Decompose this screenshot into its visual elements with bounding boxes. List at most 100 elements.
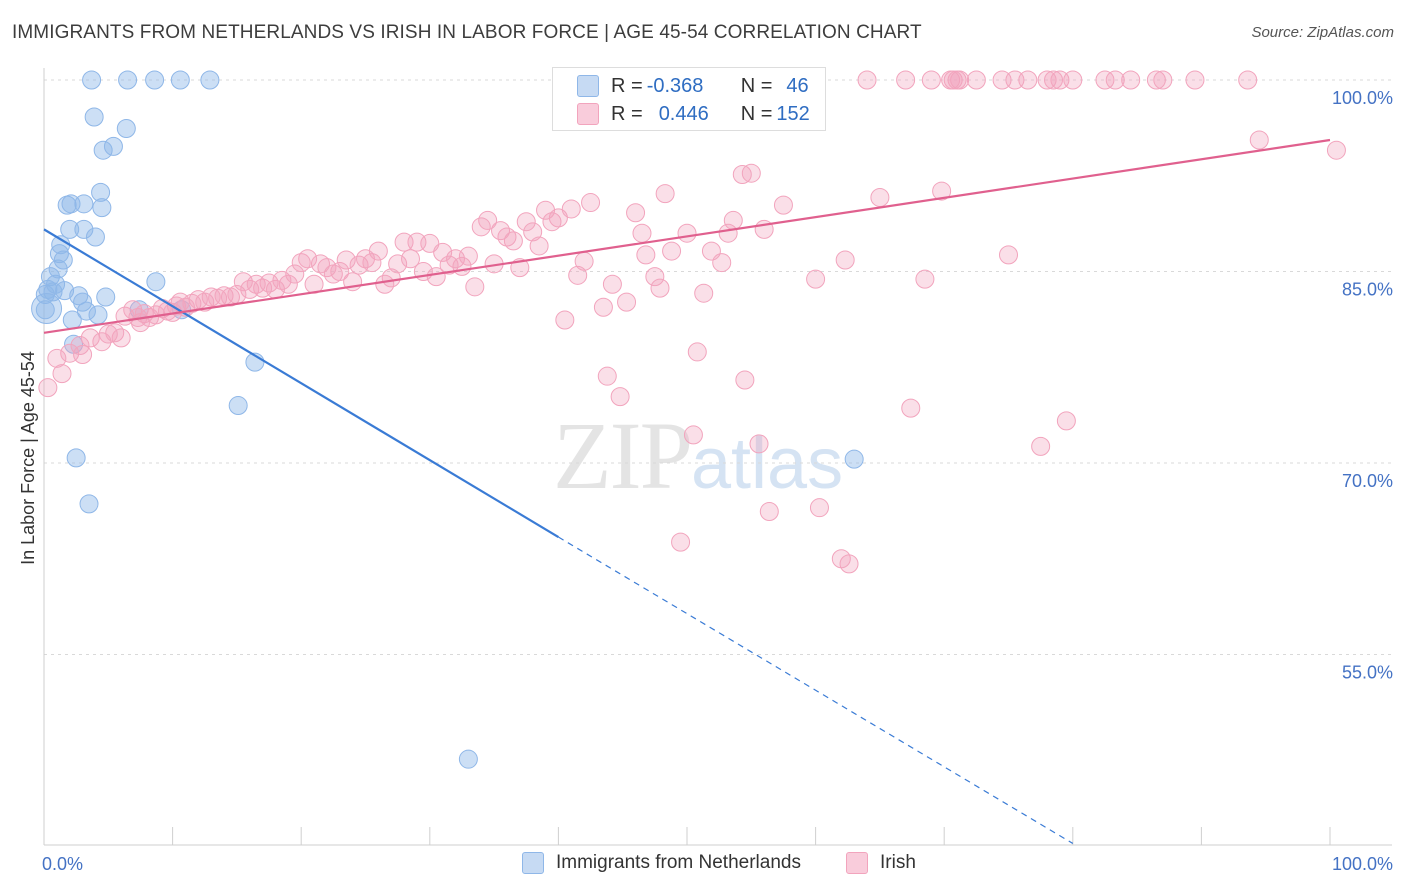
- legend-n-value: 152: [776, 102, 810, 125]
- irish-point: [561, 199, 581, 219]
- irish-point: [80, 328, 100, 348]
- legend-r-value: -0.368: [646, 74, 704, 97]
- irish-point: [195, 292, 215, 312]
- irish-point: [683, 425, 703, 445]
- irish-point: [870, 187, 890, 207]
- irish-point: [1031, 436, 1051, 456]
- irish-point: [655, 184, 675, 204]
- irish-point: [626, 203, 646, 223]
- irish-point: [915, 269, 935, 289]
- y-axis-title: In Labor Force | Age 45-54: [18, 351, 38, 565]
- irish-point: [662, 241, 682, 261]
- irish-point: [712, 253, 732, 273]
- irish-point: [896, 70, 916, 90]
- legend-row-irish: R = 0.446 N = 152: [577, 101, 810, 127]
- irish-point: [806, 269, 826, 289]
- irish-point: [368, 241, 388, 261]
- netherlands-point: [74, 219, 94, 239]
- watermark-atlas: atlas: [691, 424, 844, 504]
- irish-point: [1063, 70, 1083, 90]
- y-tick-label: 55.0%: [1342, 663, 1393, 683]
- netherlands-point: [53, 250, 73, 270]
- netherlands-point: [103, 136, 123, 156]
- irish-point: [111, 328, 131, 348]
- netherlands-point: [85, 227, 105, 247]
- netherlands-point: [84, 107, 104, 127]
- netherlands-point: [116, 119, 136, 139]
- irish-point: [362, 253, 382, 273]
- netherlands-trend-line: [43, 228, 559, 538]
- x-tick-label: 0.0%: [42, 854, 83, 874]
- netherlands-point: [92, 198, 112, 218]
- irish-trend-line: [43, 138, 1331, 334]
- irish-point: [632, 223, 652, 243]
- irish-point: [1095, 70, 1115, 90]
- netherlands-point: [88, 305, 108, 325]
- chart-title: IMMIGRANTS FROM NETHERLANDS VS IRISH IN …: [12, 22, 922, 43]
- irish-point: [458, 246, 478, 266]
- irish-point: [581, 193, 601, 213]
- irish-point: [650, 278, 670, 298]
- irish-point: [773, 195, 793, 215]
- irish-point: [617, 292, 637, 312]
- netherlands-trend-extension: [558, 536, 1074, 844]
- legend-n-value: 46: [786, 74, 809, 97]
- series-netherlands-points: [31, 70, 864, 769]
- irish-point: [1238, 70, 1258, 90]
- legend-label-netherlands: Immigrants from Netherlands: [556, 852, 801, 873]
- legend-row-netherlands: R = -0.368 N = 46: [577, 73, 809, 99]
- y-tick-label: 100.0%: [1332, 88, 1393, 108]
- irish-point: [749, 434, 769, 454]
- legend-swatch-irish: [846, 852, 868, 874]
- irish-point: [1249, 130, 1269, 150]
- netherlands-point: [228, 396, 248, 416]
- irish-point: [426, 267, 446, 287]
- netherlands-point: [96, 287, 116, 307]
- irish-point: [529, 236, 549, 256]
- gridlines: [44, 79, 1392, 655]
- netherlands-point: [35, 284, 55, 304]
- irish-point: [465, 277, 485, 297]
- irish-point: [52, 364, 72, 384]
- irish-point: [1185, 70, 1205, 90]
- irish-point: [735, 370, 755, 390]
- series-irish-points: [38, 70, 1346, 574]
- legend-item-irish[interactable]: Irish: [846, 852, 916, 874]
- irish-point: [298, 249, 318, 269]
- irish-point: [602, 274, 622, 294]
- irish-point: [835, 250, 855, 270]
- irish-point: [966, 70, 986, 90]
- netherlands-point: [60, 219, 80, 239]
- irish-point: [388, 254, 408, 274]
- y-tick-label: 70.0%: [1342, 471, 1393, 491]
- netherlands-point: [66, 448, 86, 468]
- netherlands-point: [458, 749, 478, 769]
- irish-point: [687, 342, 707, 362]
- irish-point: [1105, 70, 1125, 90]
- legend-n-label: N =: [740, 74, 773, 97]
- irish-point: [593, 297, 613, 317]
- irish-point: [857, 70, 877, 90]
- irish-point: [741, 163, 761, 183]
- watermark: ZIPatlas: [553, 400, 843, 511]
- correlation-legend: R = -0.368 N = 46 R = 0.446 N = 152: [552, 67, 826, 131]
- irish-point: [568, 265, 588, 285]
- irish-point: [694, 283, 714, 303]
- irish-point: [285, 264, 305, 284]
- netherlands-point: [91, 182, 111, 202]
- irish-point: [105, 323, 125, 343]
- netherlands-point: [82, 70, 102, 90]
- legend-swatch-netherlands: [522, 852, 544, 874]
- legend-item-netherlands[interactable]: Immigrants from Netherlands: [522, 852, 801, 874]
- irish-point: [809, 498, 829, 518]
- irish-point: [671, 532, 691, 552]
- x-tick-label: 100.0%: [1332, 854, 1393, 874]
- legend-label-irish: Irish: [880, 852, 916, 873]
- irish-point: [1121, 70, 1141, 90]
- irish-point: [1018, 70, 1038, 90]
- netherlands-point: [844, 449, 864, 469]
- netherlands-point: [35, 300, 55, 320]
- legend-n-label: N =: [740, 102, 773, 125]
- irish-point: [98, 324, 118, 344]
- irish-point: [999, 245, 1018, 265]
